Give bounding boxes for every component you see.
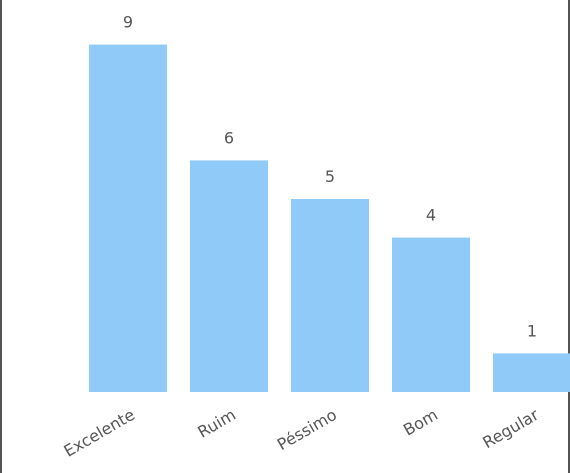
bars-layer — [89, 44, 570, 392]
x-tick-label-excelente: Excelente — [61, 405, 138, 461]
x-tick-label-pessimo: Péssimo — [274, 405, 340, 454]
x-tick-label-ruim: Ruim — [194, 405, 239, 442]
bar-pessimo — [291, 199, 369, 392]
bar-ruim — [190, 160, 268, 392]
value-label-ruim: 6 — [224, 128, 234, 147]
bar-regular — [493, 353, 570, 392]
bar-bom — [392, 237, 470, 392]
value-label-excelente: 9 — [123, 13, 133, 32]
value-label-pessimo: 5 — [325, 167, 335, 186]
x-tick-label-bom: Bom — [400, 405, 441, 440]
value-labels-layer: 9 6 5 4 1 — [123, 13, 537, 341]
value-label-bom: 4 — [426, 206, 436, 225]
x-tick-labels-layer: Excelente Ruim Péssimo Bom Regular — [61, 405, 543, 461]
x-tick-label-regular: Regular — [479, 405, 542, 452]
value-label-regular: 1 — [527, 321, 537, 340]
bar-excelente — [89, 44, 167, 392]
